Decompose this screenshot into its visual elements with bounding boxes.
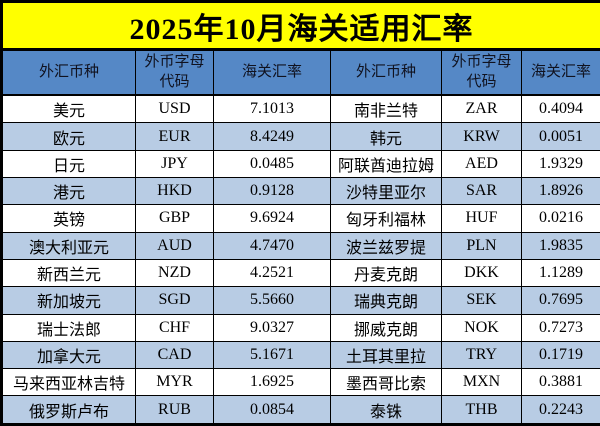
currency-code-cell: MYR	[135, 368, 214, 397]
table-row: 欧元 EUR 8.4249 韩元 KRW 0.0051	[1, 122, 600, 151]
currency-code-cell: AED	[441, 149, 522, 178]
currency-code-cell: KRW	[441, 122, 522, 151]
currency-code-cell: MXN	[441, 368, 522, 397]
currency-name-cell: 丹麦克朗	[330, 258, 442, 288]
exchange-rate-cell: 7.1013	[213, 94, 331, 124]
table-row: 加拿大元 CAD 5.1671 土耳其里拉 TRY 0.1719	[1, 340, 600, 370]
exchange-rate-cell: 9.0327	[213, 313, 331, 342]
table-header-row: 外汇币种 外币字母代码 海关汇率 外汇币种 外币字母代码 海关汇率	[1, 49, 600, 96]
currency-code-cell: RUB	[135, 395, 214, 425]
exchange-rate-cell: 0.1719	[520, 340, 600, 370]
exchange-rate-cell: 0.0216	[520, 204, 600, 233]
currency-code-cell: SAR	[441, 176, 522, 206]
exchange-rate-cell: 0.7273	[520, 313, 600, 342]
exchange-rate-cell: 0.2243	[520, 395, 600, 425]
header-currency-code-left: 外币字母代码	[135, 49, 214, 96]
table-row: 瑞士法郎 CHF 9.0327 挪威克朗 NOK 0.7273	[1, 313, 600, 342]
currency-code-cell: THB	[441, 395, 522, 425]
title-row: 2025年10月海关适用汇率	[0, 1, 600, 51]
exchange-rate-cell: 0.7695	[520, 286, 600, 315]
currency-name-cell: 匈牙利福林	[330, 204, 442, 233]
exchange-rate-cell: 1.1289	[520, 258, 600, 288]
exchange-rate-cell: 1.8926	[520, 176, 600, 206]
exchange-rate-cell: 0.0854	[213, 395, 331, 425]
currency-name-cell: 泰铢	[330, 395, 442, 425]
currency-name-cell: 瑞士法郎	[1, 313, 136, 342]
table-row: 新加坡元 SGD 5.5660 瑞典克朗 SEK 0.7695	[1, 286, 600, 315]
currency-code-cell: GBP	[135, 204, 214, 233]
currency-code-cell: CHF	[135, 313, 214, 342]
header-currency-code-right: 外币字母代码	[441, 49, 522, 96]
table-row: 新西兰元 NZD 4.2521 丹麦克朗 DKK 1.1289	[1, 258, 600, 288]
table-row: 英镑 GBP 9.6924 匈牙利福林 HUF 0.0216	[1, 204, 600, 233]
exchange-rate-cell: 1.9329	[520, 149, 600, 178]
currency-code-cell: SEK	[441, 286, 522, 315]
exchange-rate-cell: 0.4094	[520, 94, 600, 124]
currency-code-cell: EUR	[135, 122, 214, 151]
currency-name-cell: 俄罗斯卢布	[1, 395, 136, 425]
header-customs-rate-right: 海关汇率	[520, 49, 600, 96]
currency-name-cell: 新加坡元	[1, 286, 136, 315]
currency-name-cell: 澳大利亚元	[1, 231, 136, 260]
currency-name-cell: 马来西亚林吉特	[1, 368, 136, 397]
header-currency-type-left: 外汇币种	[1, 49, 136, 96]
exchange-rate-cell: 0.9128	[213, 176, 331, 206]
currency-code-cell: SGD	[135, 286, 214, 315]
currency-code-cell: HUF	[441, 204, 522, 233]
table-row: 日元 JPY 0.0485 阿联酋迪拉姆 AED 1.9329	[1, 149, 600, 178]
currency-name-cell: 瑞典克朗	[330, 286, 442, 315]
currency-code-cell: PLN	[441, 231, 522, 260]
table-row: 澳大利亚元 AUD 4.7470 波兰兹罗提 PLN 1.9835	[1, 231, 600, 260]
currency-name-cell: 日元	[1, 149, 136, 178]
exchange-rate-cell: 9.6924	[213, 204, 331, 233]
currency-name-cell: 港元	[1, 176, 136, 206]
table-row: 港元 HKD 0.9128 沙特里亚尔 SAR 1.8926	[1, 176, 600, 206]
table-row: 俄罗斯卢布 RUB 0.0854 泰铢 THB 0.2243	[1, 395, 600, 425]
table-row: 马来西亚林吉特 MYR 1.6925 墨西哥比索 MXN 0.3881	[1, 368, 600, 397]
currency-code-cell: HKD	[135, 176, 214, 206]
currency-name-cell: 阿联酋迪拉姆	[330, 149, 442, 178]
currency-code-cell: NZD	[135, 258, 214, 288]
exchange-rate-cell: 0.0051	[520, 122, 600, 151]
exchange-rate-cell: 5.1671	[213, 340, 331, 370]
currency-name-cell: 挪威克朗	[330, 313, 442, 342]
header-customs-rate-left: 海关汇率	[213, 49, 331, 96]
currency-name-cell: 韩元	[330, 122, 442, 151]
exchange-rate-cell: 0.0485	[213, 149, 331, 178]
exchange-rate-cell: 4.2521	[213, 258, 331, 288]
exchange-rate-cell: 8.4249	[213, 122, 331, 151]
currency-name-cell: 新西兰元	[1, 258, 136, 288]
currency-code-cell: JPY	[135, 149, 214, 178]
currency-name-cell: 加拿大元	[1, 340, 136, 370]
currency-name-cell: 南非兰特	[330, 94, 442, 124]
exchange-rate-cell: 1.6925	[213, 368, 331, 397]
currency-code-cell: AUD	[135, 231, 214, 260]
currency-code-cell: DKK	[441, 258, 522, 288]
header-currency-type-right: 外汇币种	[330, 49, 442, 96]
page-title: 2025年10月海关适用汇率	[0, 1, 600, 51]
currency-code-cell: ZAR	[441, 94, 522, 124]
currency-name-cell: 土耳其里拉	[330, 340, 442, 370]
currency-code-cell: USD	[135, 94, 214, 124]
currency-name-cell: 欧元	[1, 122, 136, 151]
currency-code-cell: TRY	[441, 340, 522, 370]
currency-code-cell: CAD	[135, 340, 214, 370]
currency-code-cell: NOK	[441, 313, 522, 342]
currency-name-cell: 沙特里亚尔	[330, 176, 442, 206]
currency-name-cell: 波兰兹罗提	[330, 231, 442, 260]
exchange-rate-cell: 5.5660	[213, 286, 331, 315]
table-row: 美元 USD 7.1013 南非兰特 ZAR 0.4094	[1, 94, 600, 124]
currency-name-cell: 美元	[1, 94, 136, 124]
exchange-rate-cell: 4.7470	[213, 231, 331, 260]
currency-name-cell: 墨西哥比索	[330, 368, 442, 397]
currency-name-cell: 英镑	[1, 204, 136, 233]
exchange-rate-cell: 0.3881	[520, 368, 600, 397]
exchange-rate-cell: 1.9835	[520, 231, 600, 260]
